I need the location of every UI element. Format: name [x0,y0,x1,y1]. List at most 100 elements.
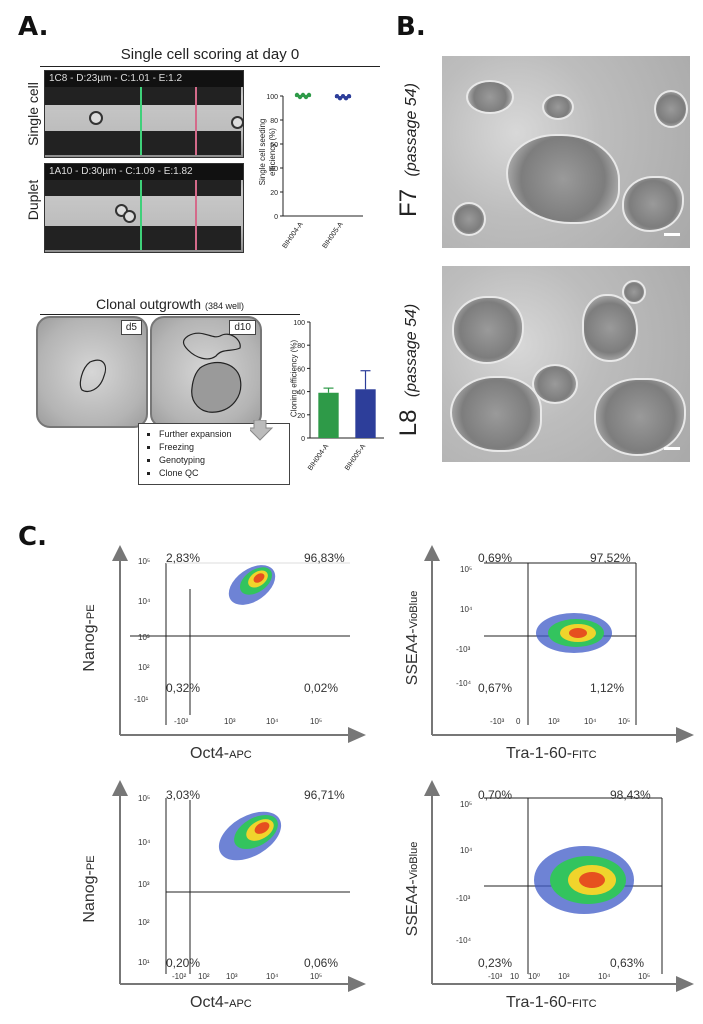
plot1-xlabel-sub: APC [229,749,252,761]
x-tick-label: BIH005-A [321,221,344,250]
y-tick: 10² [138,663,150,672]
plot2-xlabel: Tra-1-60-FITC [506,745,597,763]
single-cell-image: 1C8 - D:23µm - C:1.01 - E:1.2 [44,70,244,158]
plot1-ur: 96,83% [304,551,345,565]
x-tick: 10³ [558,972,570,981]
plot2-xlabel-sub: FITC [572,749,597,761]
bar [318,392,339,438]
y-tick: -10⁴ [456,679,471,688]
panel-b-letter: B. [396,12,426,42]
y-tick: -10³ [456,645,471,654]
outgrowth-title-text: Clonal outgrowth [96,296,202,312]
plot3-lr: 0,06% [304,956,339,970]
well-d5-outline [79,359,107,393]
plot3-ylabel-sub: PE [85,855,97,871]
y-tick: 10² [138,918,150,927]
plot2-ll: 0,67% [478,681,513,695]
panel-a-letter: A. [18,12,49,42]
plot3-ll: 0,20% [166,956,201,970]
plot3-ylabel: Nanog-PE [81,839,99,939]
arrow-down-icon [250,420,274,441]
y-tick-label: 20 [270,190,278,197]
x-tick: 10⁴ [598,972,611,981]
step-item: Clone QC [159,467,289,480]
flow-plot-1-axes [112,545,366,743]
plot1-ul: 2,83% [166,551,201,565]
x-tick: 10⁵ [310,972,323,981]
plot3-xlabel-main: Oct4- [190,994,230,1011]
x-tick: -10² [172,972,187,981]
plot2-lr: 1,12% [590,681,625,695]
seeding-plot: 0 20 40 60 80 100 BIH004-A BIH005-A [266,92,363,250]
plot4-ll: 0,23% [478,956,513,970]
x-tick-label: BIH004-A [307,443,330,472]
plot4-xlabel-sub: FITC [572,998,597,1010]
x-tick: 10⁵ [638,972,651,981]
data-point [346,94,352,99]
data-point [306,92,312,98]
x-tick: -10³ [490,717,505,726]
y-tick-label: 40 [270,166,278,173]
x-tick: 10⁰ [528,972,541,981]
y-tick: 10⁵ [460,800,473,809]
x-tick: 10³ [224,717,236,726]
y-tick: 10⁵ [138,794,151,803]
x-tick-label: BIH004-A [281,221,304,250]
outgrowth-rule [40,314,300,315]
y-tick: 10³ [138,633,150,642]
plot2-xlabel-main: Tra-1-60- [506,745,573,762]
f7-passage: (passage 54) [403,83,420,177]
cloning-chart: Cloning efficiency (%) 0 20 40 60 80 100 BIH00… [282,316,392,486]
plot3-ylabel-main: Nanog- [81,870,98,923]
y-tick-label: 60 [270,142,278,149]
bar [355,389,376,438]
plot1-ylabel: Nanog-PE [81,588,99,688]
plot3-xlabel: Oct4-APC [190,994,252,1012]
plot2-ylabel-sub: VioBlue [408,590,420,629]
f7-scale-bar [664,233,680,236]
plot2-ur: 97,52% [590,551,631,565]
scoring-rule [40,66,380,67]
y-tick-label: 20 [297,413,305,420]
x-tick: 10⁴ [266,717,279,726]
y-tick-label: 80 [270,118,278,125]
f7-label-group: F7 (passage 54) [384,40,434,260]
cloning-plot: 0 20 40 60 80 100 BIH004-A BIH005-A [293,320,384,472]
flow-plot-2-axes [424,545,694,743]
plot3-xlabel-sub: APC [229,998,252,1010]
x-tick: 10⁵ [310,717,323,726]
f7-micrograph [442,56,690,248]
l8-scale-bar [664,447,680,450]
flow-plot-1: 2,83% 96,83% 0,32% 0,02% 10⁵ 10⁴ 10³ 10²… [70,545,370,775]
seeding-chart: Single cell seeding efficiency (%) 0 20 40… [255,80,375,260]
l8-micrograph [442,266,690,462]
well-d10-outline [182,332,242,413]
well-d10-tag: d10 [229,320,256,335]
l8-label: L8 [395,409,422,437]
duplet-label: Duplet [25,179,41,221]
plot4-xlabel: Tra-1-60-FITC [506,994,597,1012]
plot1-ylabel-main: Nanog- [81,619,98,672]
outgrowth-title-sub: (384 well) [204,301,244,311]
y-tick-label: 100 [293,320,305,327]
duplet-image: 1A10 - D:30µm - C:1.09 - E:1.82 [44,163,244,253]
scoring-title: Single cell scoring at day 0 [120,46,300,63]
y-tick: 10¹ [138,958,150,967]
x-tick: 10 [510,972,519,981]
flow-plot-3-axes [112,780,366,992]
plot1-ylabel-sub: PE [85,604,97,620]
x-tick: 10⁴ [584,717,597,726]
f7-label: F7 [395,188,422,217]
x-tick: 10⁴ [266,972,279,981]
y-tick: -10¹ [134,695,149,704]
y-tick: 10⁴ [460,605,473,614]
y-tick: 10⁵ [460,565,473,574]
y-tick: -10³ [456,894,471,903]
y-tick-label: 100 [266,94,278,101]
y-tick-label: 60 [297,366,305,373]
plot2-ylabel-main: SSEA4- [404,628,421,686]
flow-plot-4: 0,70% 98,43% 0,23% 0,63% 10⁵ 10⁴ -10³ -1… [398,780,698,1020]
x-tick: -10³ [488,972,503,981]
y-tick-label: 40 [297,390,305,397]
x-tick: 10² [198,972,210,981]
